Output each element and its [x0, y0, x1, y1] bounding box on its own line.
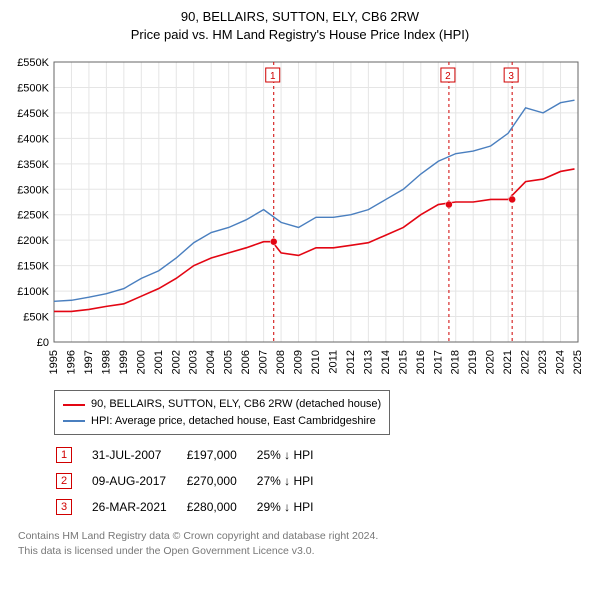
- footer-line2: This data is licensed under the Open Gov…: [18, 544, 592, 558]
- svg-text:£150K: £150K: [17, 261, 49, 273]
- svg-text:£0: £0: [37, 337, 49, 349]
- marker-cell-date: 26-MAR-2021: [92, 495, 185, 519]
- svg-text:2011: 2011: [327, 350, 339, 374]
- svg-text:£450K: £450K: [17, 108, 49, 120]
- svg-text:2013: 2013: [362, 350, 374, 374]
- svg-text:£350K: £350K: [17, 159, 49, 171]
- marker-cell-price: £270,000: [187, 469, 255, 493]
- marker-table: 1 31-JUL-2007£197,00025% ↓ HPI 2 09-AUG-201…: [54, 441, 333, 521]
- marker-cell-num: 1: [56, 443, 90, 467]
- svg-text:2014: 2014: [380, 350, 392, 374]
- svg-text:2017: 2017: [432, 350, 444, 374]
- svg-text:2006: 2006: [240, 350, 252, 374]
- chart-container: 90, BELLAIRS, SUTTON, ELY, CB6 2RW Price…: [0, 0, 600, 566]
- legend-label: 90, BELLAIRS, SUTTON, ELY, CB6 2RW (deta…: [91, 396, 381, 413]
- legend-swatch: [63, 420, 85, 422]
- svg-text:1997: 1997: [83, 350, 95, 374]
- svg-text:2022: 2022: [520, 350, 532, 374]
- svg-text:£250K: £250K: [17, 210, 49, 222]
- svg-text:2024: 2024: [555, 350, 567, 374]
- svg-text:£500K: £500K: [17, 83, 49, 95]
- marker-cell-price: £197,000: [187, 443, 255, 467]
- attribution-footer: Contains HM Land Registry data © Crown c…: [18, 529, 592, 557]
- marker-cell-price: £280,000: [187, 495, 255, 519]
- legend-swatch: [63, 404, 85, 406]
- title-line2: Price paid vs. HM Land Registry's House …: [8, 26, 592, 44]
- svg-text:2009: 2009: [293, 350, 305, 374]
- svg-text:2000: 2000: [135, 350, 147, 374]
- svg-text:2025: 2025: [572, 350, 584, 374]
- svg-text:1999: 1999: [118, 350, 130, 374]
- marker-cell-num: 2: [56, 469, 90, 493]
- svg-text:1996: 1996: [65, 350, 77, 374]
- legend-label: HPI: Average price, detached house, East…: [91, 413, 376, 430]
- svg-text:2012: 2012: [345, 350, 357, 374]
- svg-text:£550K: £550K: [17, 57, 49, 69]
- svg-text:1: 1: [270, 71, 276, 82]
- svg-text:2008: 2008: [275, 350, 287, 374]
- svg-text:2005: 2005: [223, 350, 235, 374]
- svg-text:2023: 2023: [537, 350, 549, 374]
- chart-area: £0 £50K £100K £150K £200K £250K £300K £350K £400…: [8, 52, 592, 382]
- svg-text:£200K: £200K: [17, 236, 49, 248]
- legend-row: 90, BELLAIRS, SUTTON, ELY, CB6 2RW (deta…: [63, 396, 381, 413]
- svg-text:2019: 2019: [467, 350, 479, 374]
- marker-cell-delta: 27% ↓ HPI: [257, 469, 332, 493]
- svg-text:£100K: £100K: [17, 286, 49, 298]
- svg-text:2002: 2002: [170, 350, 182, 374]
- svg-text:£50K: £50K: [23, 312, 49, 324]
- footer-line1: Contains HM Land Registry data © Crown c…: [18, 529, 592, 543]
- marker-cell-date: 31-JUL-2007: [92, 443, 185, 467]
- title-line1: 90, BELLAIRS, SUTTON, ELY, CB6 2RW: [8, 8, 592, 26]
- svg-text:3: 3: [508, 71, 514, 82]
- svg-text:2004: 2004: [205, 350, 217, 374]
- line-chart-svg: £0 £50K £100K £150K £200K £250K £300K £350K £400…: [8, 52, 592, 382]
- marker-number-box: 2: [56, 473, 72, 489]
- svg-text:2015: 2015: [397, 350, 409, 374]
- svg-text:£400K: £400K: [17, 134, 49, 146]
- marker-cell-delta: 25% ↓ HPI: [257, 443, 332, 467]
- marker-cell-num: 3: [56, 495, 90, 519]
- svg-text:2001: 2001: [153, 350, 165, 374]
- marker-cell-delta: 29% ↓ HPI: [257, 495, 332, 519]
- legend: 90, BELLAIRS, SUTTON, ELY, CB6 2RW (deta…: [54, 390, 390, 435]
- svg-text:2: 2: [445, 71, 451, 82]
- svg-text:£300K: £300K: [17, 185, 49, 197]
- svg-text:2018: 2018: [450, 350, 462, 374]
- legend-row: HPI: Average price, detached house, East…: [63, 413, 381, 430]
- marker-number-box: 3: [56, 499, 72, 515]
- title-block: 90, BELLAIRS, SUTTON, ELY, CB6 2RW Price…: [8, 8, 592, 44]
- table-row: 2 09-AUG-2017£270,00027% ↓ HPI: [56, 469, 331, 493]
- svg-text:2007: 2007: [258, 350, 270, 374]
- table-row: 3 26-MAR-2021£280,00029% ↓ HPI: [56, 495, 331, 519]
- svg-text:1995: 1995: [48, 350, 60, 374]
- table-row: 1 31-JUL-2007£197,00025% ↓ HPI: [56, 443, 331, 467]
- svg-text:2021: 2021: [502, 350, 514, 374]
- svg-text:2020: 2020: [485, 350, 497, 374]
- svg-text:2003: 2003: [188, 350, 200, 374]
- marker-number-box: 1: [56, 447, 72, 463]
- marker-cell-date: 09-AUG-2017: [92, 469, 185, 493]
- svg-text:2010: 2010: [310, 350, 322, 374]
- svg-text:1998: 1998: [100, 350, 112, 374]
- svg-text:2016: 2016: [415, 350, 427, 374]
